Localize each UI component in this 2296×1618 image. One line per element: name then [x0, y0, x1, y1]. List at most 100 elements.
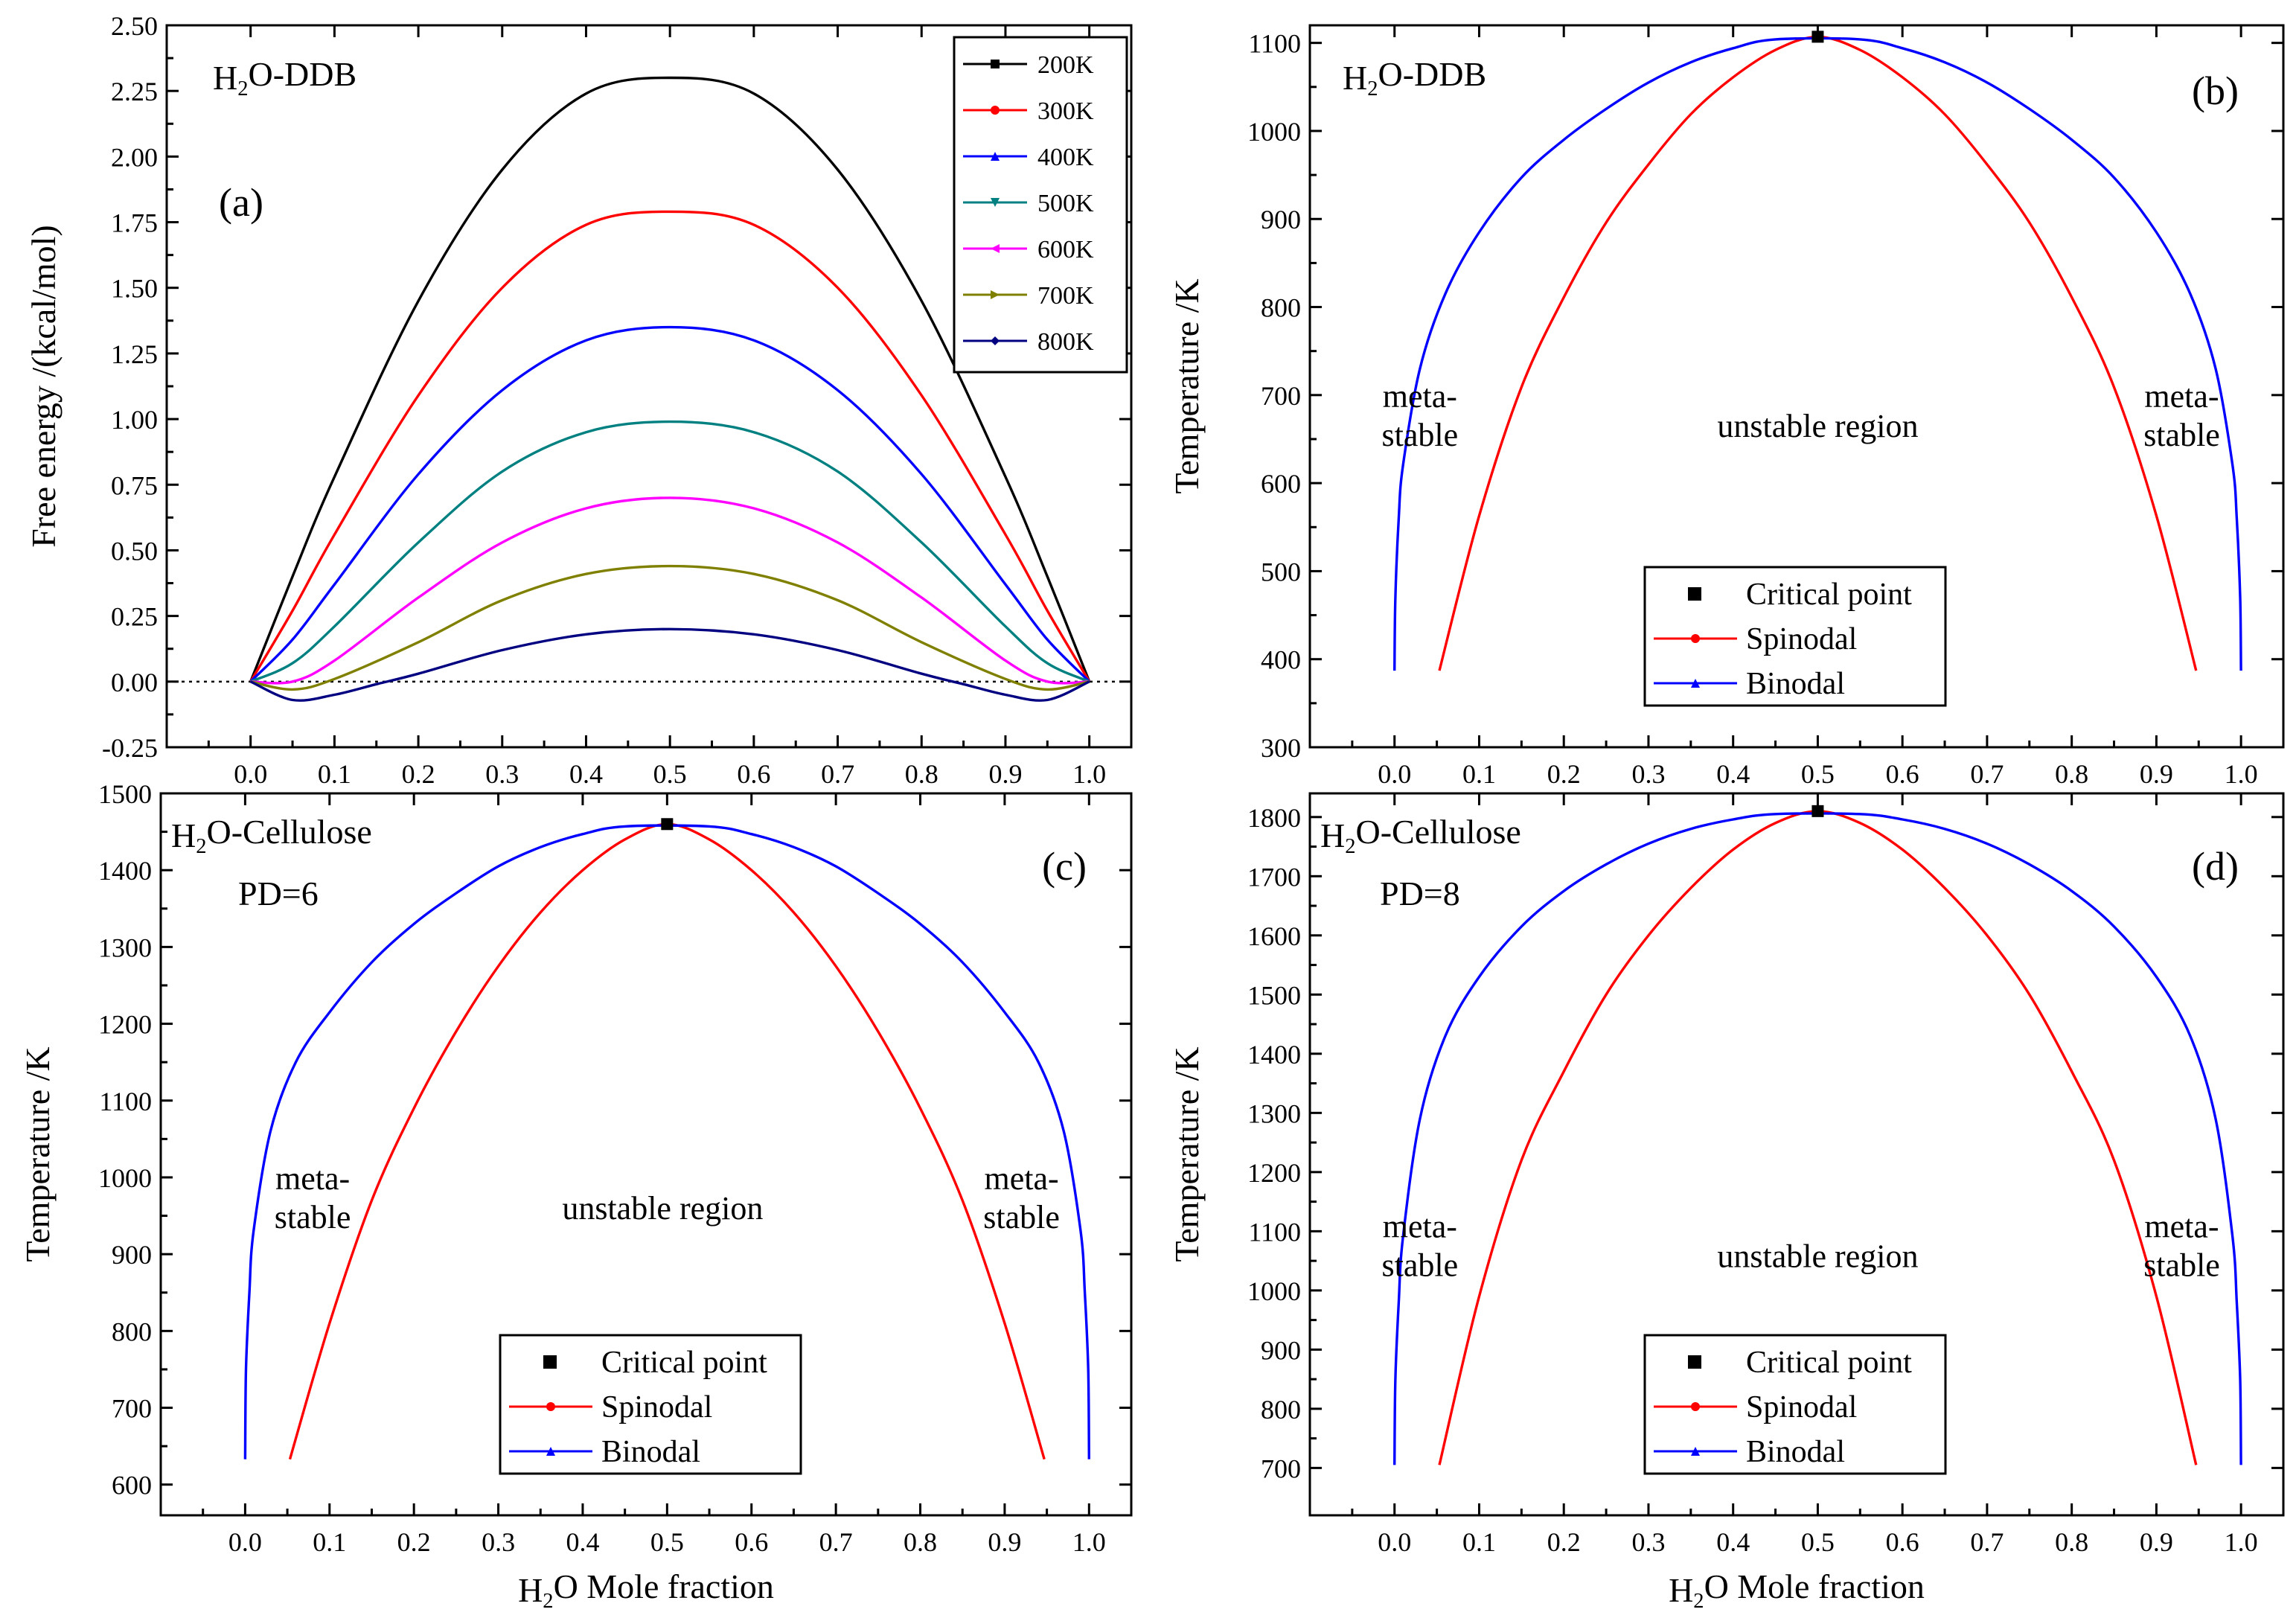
panel-a: 0.0 0.1 0.2 0.3 0.4 0.5 0.6 0.7 0.8 0.9 1.0 -0.25 0.… [25, 11, 1133, 789]
y-tick-label: 1000 [1247, 1276, 1301, 1306]
panel-c: 0.0 0.1 0.2 0.3 0.4 0.5 0.6 0.7 0.8 0.9 1.0 600 700 8… [19, 779, 1133, 1613]
legend-marker [1691, 679, 1700, 688]
y-tick-label: 1100 [1248, 1217, 1301, 1247]
plot-frame [1308, 24, 2285, 749]
x-tick-label: 1.0 [2225, 1527, 2258, 1557]
series-line-500k [250, 420, 1090, 683]
panel-letter: (a) [219, 180, 263, 225]
y-tick-label: 1200 [1247, 1158, 1301, 1188]
left-metastable-label: stable [275, 1199, 351, 1235]
y-tick-label: 800 [1261, 1395, 1301, 1424]
y-tick-label: 0.75 [111, 470, 158, 500]
legend-label: Critical point [601, 1346, 767, 1380]
y-tick-label: 300 [1261, 733, 1301, 763]
x-tick-label: 0.3 [1631, 1527, 1665, 1557]
y-tick-label: 1500 [98, 779, 152, 809]
panel-letter: (c) [1042, 844, 1087, 889]
legend-label: Binodal [1746, 667, 1845, 701]
y-tick-label: 1300 [1247, 1099, 1301, 1128]
series-line-400k [249, 325, 1090, 683]
legend-item: Binodal [509, 1435, 700, 1469]
x-tick-label: 0.5 [1801, 1527, 1835, 1557]
x-tick-label: 0.5 [1801, 759, 1835, 789]
x-tick-label: 0.1 [1462, 759, 1496, 789]
y-tick-label: 1.75 [111, 208, 158, 238]
legend-marker [1688, 1355, 1701, 1369]
legend-marker [543, 1355, 557, 1369]
left-metastable-label: meta- [275, 1160, 350, 1197]
x-tick-label: 1.0 [1072, 1527, 1106, 1557]
x-tick-label: 0.6 [1886, 759, 1919, 789]
panel-letter: (d) [2192, 844, 2239, 889]
y-tick-label: 900 [1261, 205, 1301, 234]
left-metastable-label: meta- [1383, 378, 1457, 415]
legend-label: 800K [1037, 328, 1094, 356]
x-tick-label: 0.4 [566, 1527, 599, 1557]
left-metastable-label: meta- [1383, 1208, 1457, 1244]
legend-marker [1691, 1402, 1700, 1411]
y-tick-label: 1.25 [111, 339, 158, 369]
y-tick-label: 1300 [98, 933, 152, 962]
right-metastable-label: meta- [2144, 378, 2219, 415]
legend-item: 400K [963, 144, 1094, 171]
x-tick-label: 1.0 [1072, 759, 1106, 789]
x-axis-title: H2O Mole fraction [518, 1567, 774, 1613]
legend-box [953, 36, 1128, 374]
x-tick-label: 0.9 [988, 1527, 1021, 1557]
x-tick-label: 0.8 [905, 759, 938, 789]
x-tick-label: 0.2 [402, 759, 435, 789]
y-tick-label: 1400 [1247, 1040, 1301, 1069]
legend-marker [1691, 1447, 1700, 1456]
legend-label: Spinodal [1746, 622, 1857, 656]
legend-item: Spinodal [509, 1390, 712, 1424]
y-tick-label: 1.00 [111, 405, 158, 435]
x-tick-label: 0.5 [650, 1527, 684, 1557]
legend-item: 600K [963, 236, 1094, 263]
legend-item: Binodal [1654, 1435, 1845, 1469]
y-tick-label: 800 [1261, 293, 1301, 323]
legend-label: Spinodal [1746, 1390, 1857, 1424]
x-tick-label: 0.1 [313, 1527, 346, 1557]
x-tick-label: 0.1 [318, 759, 351, 789]
x-tick-label: 0.9 [2140, 759, 2173, 789]
unstable-region-label: unstable region [562, 1190, 763, 1227]
legend-marker [991, 336, 1000, 345]
plot-frame [1308, 792, 2285, 1517]
x-tick-label: 0.8 [2055, 1527, 2088, 1557]
right-metastable-label: stable [983, 1199, 1060, 1235]
panel-subtitle: PD=8 [1380, 874, 1460, 912]
y-tick-label: 0.50 [111, 536, 158, 566]
x-tick-label: 0.8 [904, 1527, 937, 1557]
legend-label: Spinodal [601, 1390, 712, 1424]
y-tick-label: 900 [112, 1240, 152, 1270]
y-tick-label: 1600 [1247, 921, 1301, 951]
x-tick-label: 0.6 [1886, 1527, 1919, 1557]
y-tick-label: 1500 [1247, 980, 1301, 1010]
y-tick-label: 500 [1261, 557, 1301, 586]
x-tick-label: 0.2 [1547, 759, 1581, 789]
y-tick-label: 2.25 [111, 77, 158, 106]
y-tick-label: -0.25 [102, 733, 158, 763]
y-tick-label: 1.50 [111, 274, 158, 304]
x-tick-label: 0.0 [1378, 759, 1411, 789]
x-tick-label: 0.2 [397, 1527, 431, 1557]
panel-letter: (b) [2192, 68, 2239, 113]
y-tick-label: 2.00 [111, 142, 158, 172]
y-tick-label: 700 [1261, 1454, 1301, 1483]
x-tick-label: 0.6 [735, 1527, 768, 1557]
x-tick-label: 0.0 [228, 1527, 262, 1557]
y-tick-label: 700 [1261, 381, 1301, 411]
left-metastable-label: stable [1382, 417, 1459, 453]
legend-marker [546, 1402, 555, 1411]
right-metastable-label: stable [2143, 417, 2220, 453]
y-tick-label: 600 [112, 1471, 152, 1500]
critical-point-marker [1811, 805, 1824, 817]
y-tick-label: 1000 [98, 1163, 152, 1193]
legend-marker [991, 290, 1000, 299]
y-tick-label: 800 [112, 1317, 152, 1346]
legend-item: 500K [963, 190, 1094, 217]
legend-marker [991, 106, 1000, 115]
x-tick-label: 0.2 [1547, 1527, 1581, 1557]
x-tick-label: 0.0 [1378, 1527, 1411, 1557]
x-tick-label: 0.0 [234, 759, 267, 789]
